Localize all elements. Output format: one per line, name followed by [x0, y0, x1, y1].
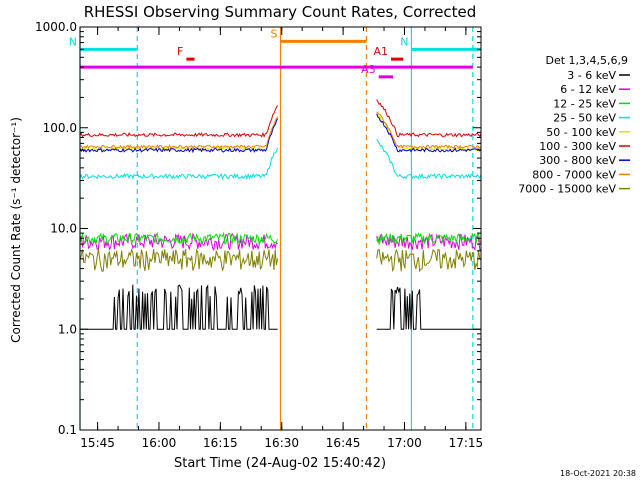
series-line-8 [79, 248, 279, 272]
marker-label: N [69, 35, 77, 48]
x-tick-label: 16:30 [264, 436, 299, 450]
x-tick-label: 16:15 [203, 436, 238, 450]
series-line-5 [376, 99, 482, 138]
series-line-3 [376, 139, 482, 180]
plot-area [79, 27, 474, 430]
marker-label: F [177, 45, 183, 58]
marker-label: S [271, 27, 278, 40]
series-line-1 [79, 232, 279, 252]
series-line-1 [376, 232, 482, 252]
footer-date: 18-Oct-2021 20:38 [560, 469, 636, 478]
y-tick-label: 100.0 [43, 121, 77, 135]
y-tick-label: 10.0 [50, 222, 77, 236]
series-line-7 [376, 111, 482, 149]
x-tick-label: 15:45 [80, 436, 115, 450]
series-lines [79, 99, 482, 330]
series-line-7 [79, 116, 278, 149]
series-line-4 [376, 112, 482, 152]
series-line-3 [79, 147, 279, 180]
x-tick-label: 16:45 [326, 436, 361, 450]
legend-label: 50 - 100 keV [546, 126, 616, 139]
series-line-0 [80, 284, 278, 330]
series-line-2 [376, 232, 482, 246]
series-line-8 [376, 248, 482, 273]
legend-label: 25 - 50 keV [553, 112, 616, 125]
legend-label: 100 - 300 keV [539, 140, 616, 153]
marker-label: N [400, 35, 408, 48]
legend-title: Det 1,3,4,5,6,9 [545, 54, 628, 67]
series-line-6 [376, 113, 482, 153]
marker-label: A3 [361, 63, 376, 76]
series-line-4 [79, 118, 279, 152]
series-line-6 [79, 118, 279, 154]
y-tick-label: 0.1 [58, 423, 77, 437]
legend-label: 300 - 800 keV [539, 154, 616, 167]
axes: 0.1 1.0 10.0 100.0 1000.0 15:45 16:00 16:15 16:3… [35, 20, 483, 450]
legend-label: 7000 - 15000 keV [518, 183, 616, 196]
x-axis-label: Start Time (24-Aug-02 15:40:42) [174, 456, 386, 471]
legend-label: 3 - 6 keV [567, 69, 616, 82]
series-line-2 [79, 231, 279, 246]
y-axis-label: Corrected Count Rate (s⁻¹ detector⁻¹) [9, 117, 23, 343]
instrument-markers: N N F S A1 A3 [69, 27, 481, 79]
y-tick-label: 1.0 [58, 322, 77, 336]
legend-label: 6 - 12 keV [560, 83, 616, 96]
marker-label: A1 [373, 45, 388, 58]
x-tick-label: 17:15 [449, 436, 484, 450]
y-tick-label: 1000.0 [35, 20, 77, 34]
series-line-5 [79, 105, 279, 138]
series-line-0 [376, 286, 481, 330]
x-tick-label: 16:00 [142, 436, 177, 450]
legend-label: 800 - 7000 keV [532, 168, 616, 181]
x-tick-label: 17:00 [387, 436, 422, 450]
legend-label: 12 - 25 keV [553, 97, 616, 110]
chart-title: RHESSI Observing Summary Count Rates, Co… [84, 3, 477, 21]
